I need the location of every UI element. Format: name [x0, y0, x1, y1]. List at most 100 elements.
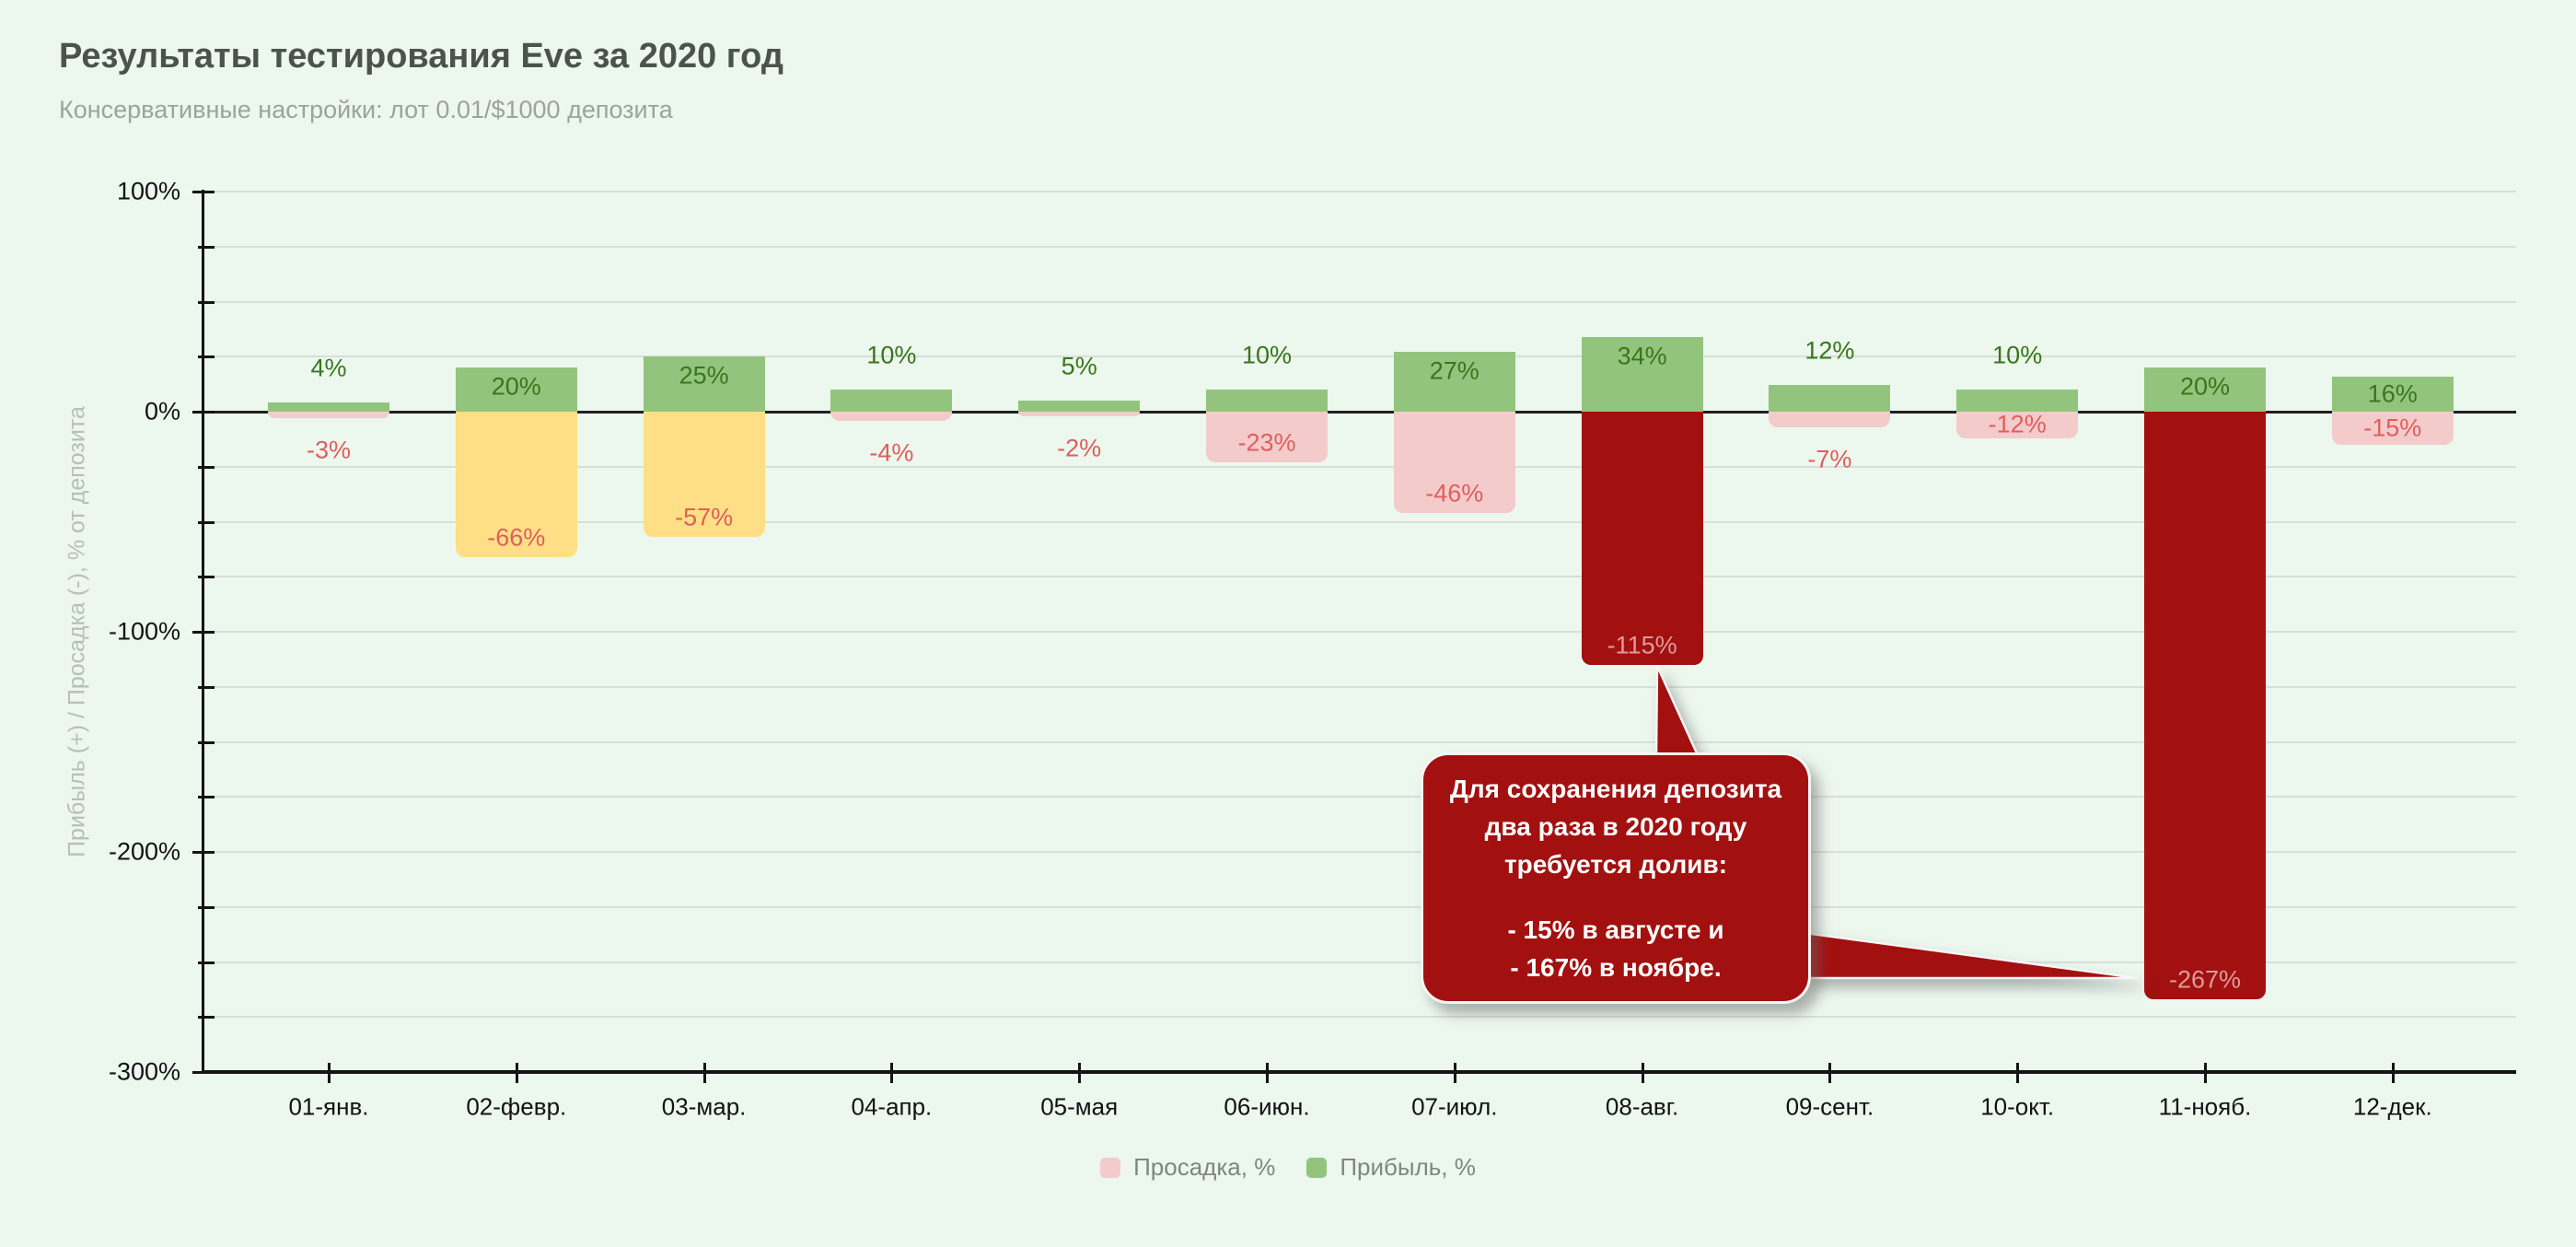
profit-bar-label: 20%	[2179, 372, 2231, 401]
drawdown-bar	[2144, 412, 2266, 1000]
annotation-callout: Для сохранения депозита два раза в 2020 …	[1421, 752, 1811, 1004]
y-tick-label: -200%	[108, 837, 180, 866]
y-gridline	[203, 631, 2516, 633]
profit-bar-label: 10%	[1241, 341, 1293, 369]
drawdown-bar	[1206, 412, 1328, 462]
x-tick-label: 05-мая	[1040, 1092, 1119, 1121]
x-axis-tick	[1078, 1063, 1082, 1083]
x-axis-tick	[1641, 1063, 1644, 1083]
drawdown-bar-label: -3%	[306, 436, 352, 464]
profit-bar	[1956, 390, 2079, 412]
legend-label-drawdown: Просадка, %	[1133, 1153, 1276, 1181]
drawdown-bar	[1581, 412, 1703, 665]
y-axis-tick	[198, 576, 215, 579]
drawdown-bar	[1018, 412, 1141, 416]
y-gridline	[203, 851, 2516, 853]
profit-bar	[2331, 376, 2454, 412]
y-axis-tick	[198, 740, 215, 744]
drawdown-bar-label: -7%	[1807, 445, 1852, 473]
y-axis-tick	[198, 1016, 215, 1020]
profit-bar	[830, 390, 953, 412]
legend-item-profit: Прибыль, %	[1306, 1153, 1476, 1182]
profit-bar-label: 10%	[866, 341, 917, 369]
y-tick-label: -300%	[108, 1057, 180, 1086]
y-gridline	[203, 796, 2516, 798]
x-axis-tick	[702, 1063, 706, 1083]
y-gridline	[203, 905, 2516, 908]
y-gridline	[203, 300, 2516, 303]
x-tick-label: 07-июл.	[1411, 1092, 1498, 1121]
drawdown-bar-label: -4%	[869, 438, 914, 467]
profit-bar	[1393, 352, 1515, 412]
y-gridline	[203, 245, 2516, 248]
x-tick-label: 06-июн.	[1224, 1092, 1310, 1121]
profit-bar-label: 10%	[1992, 341, 2043, 369]
profit-bar-label: 16%	[2367, 379, 2418, 408]
y-gridline	[203, 961, 2516, 963]
y-gridline	[203, 1016, 2516, 1019]
profit-bar	[1018, 401, 1141, 412]
x-axis-tick	[1266, 1063, 1269, 1083]
profit-bar	[455, 367, 577, 412]
y-axis-tick	[198, 300, 215, 304]
drawdown-bar	[830, 412, 953, 421]
x-axis-tick	[515, 1063, 518, 1083]
y-axis-tick	[198, 245, 215, 249]
profit-bar	[1581, 336, 1703, 412]
x-tick-label: 10-окт.	[1980, 1092, 2055, 1121]
x-tick-label: 03-мар.	[661, 1092, 747, 1121]
drawdown-bar	[2331, 412, 2454, 445]
y-axis-tick	[198, 685, 215, 689]
legend: Просадка, % Прибыль, %	[0, 1153, 2576, 1182]
callout-tail-november	[1803, 931, 2139, 980]
y-tick-label: -100%	[108, 617, 180, 646]
drawdown-swatch-icon	[1100, 1157, 1121, 1178]
drawdown-bar-label: -115%	[1607, 631, 1677, 659]
x-tick-label: 02-февр.	[466, 1092, 567, 1121]
x-tick-label: 09-сент.	[1785, 1092, 1874, 1121]
y-tick-label: 100%	[116, 177, 180, 205]
zero-gridline	[203, 411, 2516, 414]
profit-bar	[643, 356, 765, 412]
drawdown-bar-label: -12%	[1988, 410, 2047, 438]
x-axis-tick	[2204, 1063, 2207, 1083]
annotation-text-values: - 15% в августе и- 167% в ноябре.	[1507, 915, 1724, 982]
chart-title: Результаты тестирования Eve за 2020 год	[59, 37, 783, 76]
y-axis-tick	[198, 355, 215, 359]
x-tick-label: 01-янв.	[288, 1092, 369, 1121]
x-tick-label: 04-апр.	[851, 1092, 933, 1121]
drawdown-bar	[268, 412, 389, 419]
x-axis-line	[203, 1070, 2516, 1074]
annotation-text-main: Для сохранения депозита два раза в 2020 …	[1449, 775, 1782, 879]
profit-bar-label: 4%	[310, 354, 347, 382]
drawdown-bar-label: -66%	[487, 523, 546, 552]
x-axis-tick	[890, 1063, 894, 1083]
profit-bar	[268, 402, 389, 412]
legend-label-profit: Прибыль, %	[1340, 1153, 1476, 1181]
profit-bar-label: 20%	[491, 372, 541, 401]
drawdown-bar-label: -57%	[675, 503, 734, 531]
drawdown-bar-label: -23%	[1237, 428, 1296, 457]
profit-bar-label: 12%	[1804, 336, 1855, 365]
drawdown-bar	[1956, 412, 2079, 438]
profit-bar	[1769, 385, 1891, 412]
drawdown-bar	[1393, 412, 1515, 513]
y-gridline	[203, 465, 2516, 468]
y-axis-tick	[198, 961, 215, 964]
y-axis-tick	[198, 796, 215, 799]
x-tick-label: 12-дек.	[2352, 1092, 2432, 1121]
y-gridline	[203, 520, 2516, 523]
drawdown-bar-label: -15%	[2363, 414, 2422, 442]
drawdown-bar	[455, 412, 577, 557]
y-gridline	[203, 685, 2516, 688]
drawdown-bar-label: -267%	[2168, 965, 2242, 994]
legend-item-drawdown: Просадка, %	[1100, 1153, 1275, 1182]
x-axis-tick	[2391, 1063, 2395, 1083]
y-axis-tick	[198, 520, 215, 524]
y-gridline	[203, 355, 2516, 358]
profit-bar	[2144, 367, 2266, 412]
profit-bar-label: 34%	[1617, 342, 1667, 370]
